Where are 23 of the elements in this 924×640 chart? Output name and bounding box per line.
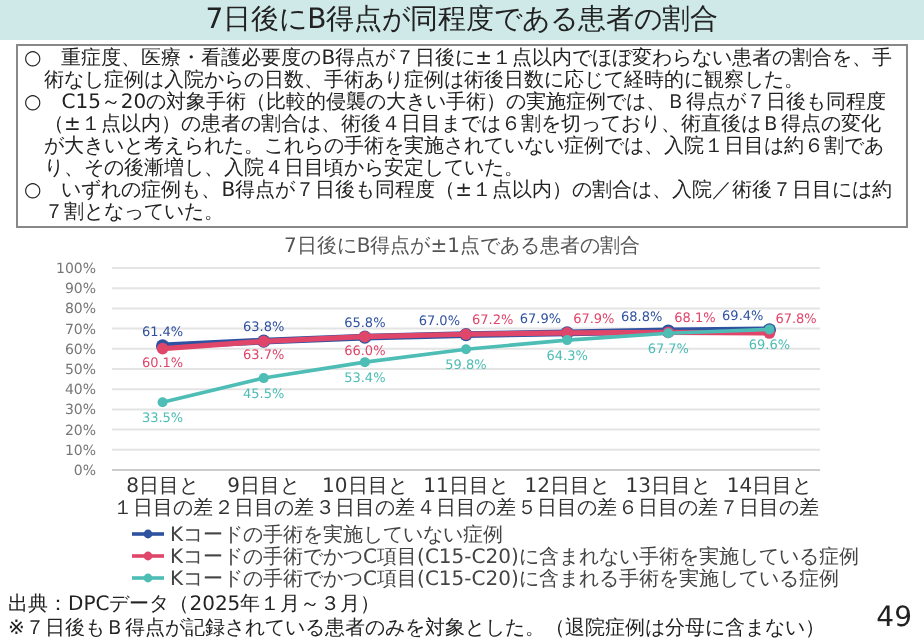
legend-label: Kコードの手術を実施していない症例 xyxy=(170,523,504,547)
chart-subtitle: 7日後にB得点が±1点である患者の割合 xyxy=(284,234,640,258)
x-tick-label: 10日目と３日目の差 xyxy=(314,476,415,520)
point xyxy=(157,397,168,408)
point xyxy=(461,344,471,355)
point xyxy=(562,335,573,346)
text: ○ C15～20の対象手術（比較的侵襲の大きい手術）の実施症例では、Ｂ得点が７日後も同程度（±１点以内）の患者の割合は、術後４日目までは６割を切っており、術直後はＢ得点の変化が大きいと考えられた。これらの手術を実施されていない症例では、入院１日目は約６割であり、その後漸増し、入院４日目頃から安定していた。 xyxy=(24,92,889,180)
point xyxy=(359,357,370,368)
legend-label: Kコードの手術でかつC項目(C15-C20)に含まれる手術を実施している症例 xyxy=(170,567,839,591)
x-tick-label: 14日目と７日目の差 xyxy=(719,476,820,520)
chart-title: 7日後にB得点が同程度である患者の割合 xyxy=(0,0,924,40)
text: ※７日後もＢ得点が記録されている患者のみを対象とした。（退院症例は分母に含まない） xyxy=(8,616,825,640)
x-tick-label: 11日目と４日目の差 xyxy=(416,476,516,520)
x-tick-label: 8日目と１日目の差 xyxy=(112,476,213,520)
x-tick-label: 12日目と５日目の差 xyxy=(517,476,618,520)
source-note: 出典：DPCデータ（2025年１月～３月） xyxy=(8,592,381,616)
text: ○ 重症度、医療・看護必要度のB得点が７日後に±１点以内でほぼ変わらない患者の割合を、手術なし症例は入院からの日数、手術あり症例は術後日数に応じて経時的に観察した。 xyxy=(24,48,894,92)
x-tick-label: 9日目と２日目の差 xyxy=(213,476,314,520)
text: ○ いずれの症例も、B得点が７日後も同程度（±１点以内）の割合は、入院／術後７日目には約７割となっていた。 xyxy=(24,180,894,224)
text: 49 xyxy=(876,602,912,634)
legend-label: Kコードの手術でかつC項目(C15-C20)に含まれない手術を実施している症例 xyxy=(170,545,859,569)
point xyxy=(258,373,269,384)
x-tick-label: 13日目と６日目の差 xyxy=(618,476,719,520)
